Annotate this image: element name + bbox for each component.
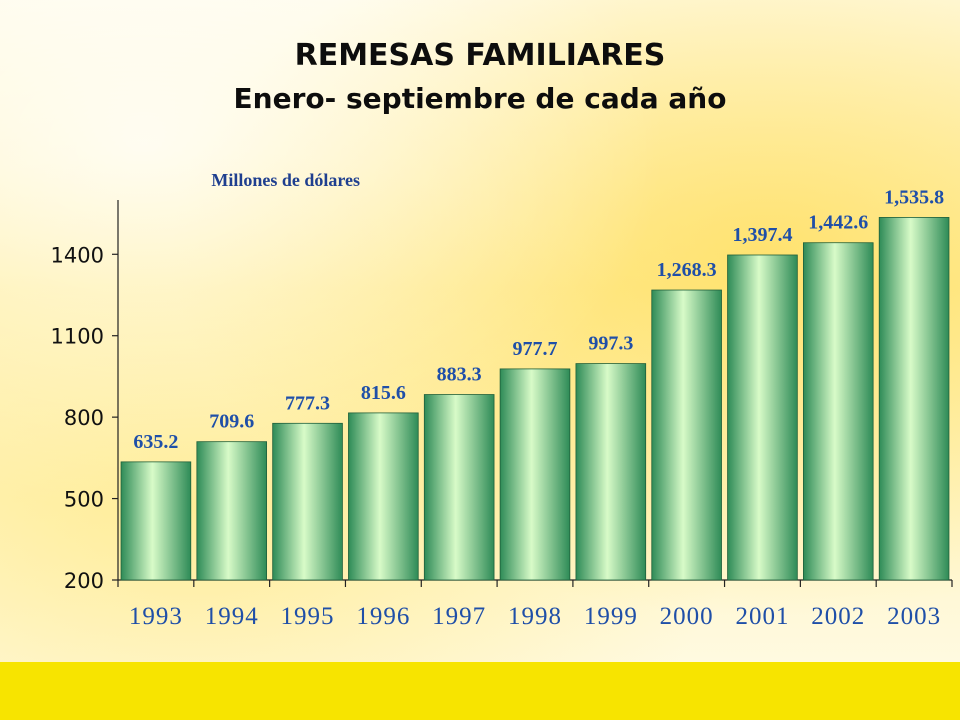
data-label: 883.3: [437, 364, 482, 386]
data-label: 635.2: [133, 431, 178, 453]
page-subtitle: Enero- septiembre de cada año: [233, 82, 727, 115]
y-axis-unit-label: Millones de dólares: [211, 170, 360, 190]
y-tick-label: 800: [64, 406, 104, 430]
x-tick-label: 2001: [735, 603, 789, 630]
y-tick-label: 200: [64, 569, 104, 593]
data-label: 1,397.4: [732, 224, 792, 246]
page-title: REMESAS FAMILIARES: [294, 38, 666, 73]
bar-2000: [651, 289, 722, 581]
footer-band: [0, 662, 960, 720]
x-tick-label: 1995: [281, 603, 335, 630]
data-label: 1,268.3: [657, 259, 717, 281]
bar-1993: [120, 461, 192, 581]
data-label: 815.6: [361, 382, 406, 404]
x-tick-label: 2002: [811, 603, 865, 630]
data-label: 1,535.8: [884, 186, 944, 208]
bar-2003: [878, 217, 950, 581]
x-axis: 1993 1994 1995 1996 1997 1998 1999 2000 2001 2002…: [117, 579, 953, 630]
bars: [120, 217, 950, 581]
x-tick-label: 1996: [356, 603, 410, 630]
x-tick-label: 1997: [432, 603, 486, 630]
bar-1994: [196, 441, 268, 581]
y-axis: 200 500 800 1100 1400: [51, 200, 119, 593]
bar-1996: [348, 412, 419, 581]
bar-2001: [727, 254, 798, 581]
x-tick-label: 2003: [887, 603, 941, 630]
y-tick-label: 500: [64, 488, 104, 512]
x-tick-label: 1999: [584, 603, 638, 630]
bar-1999: [575, 363, 647, 581]
bar-2002: [802, 242, 874, 581]
y-tick-label: 1400: [51, 243, 104, 267]
x-tick-label: 1994: [205, 603, 259, 630]
data-label: 709.6: [209, 411, 254, 433]
data-label: 997.3: [588, 333, 633, 355]
bar-1997: [423, 394, 495, 581]
x-tick-label: 1998: [508, 603, 562, 630]
data-label: 777.3: [285, 392, 330, 414]
data-labels: 635.2 709.6 777.3 815.6 883.3 977.7 997.3 1,268…: [133, 186, 944, 452]
y-tick-label: 1100: [51, 325, 104, 349]
x-tick-label: 1993: [129, 603, 183, 630]
bar-1998: [499, 368, 571, 581]
x-tick-label: 2000: [660, 603, 714, 630]
data-label: 1,442.6: [808, 212, 868, 234]
bar-1995: [272, 422, 343, 581]
data-label: 977.7: [513, 338, 558, 360]
